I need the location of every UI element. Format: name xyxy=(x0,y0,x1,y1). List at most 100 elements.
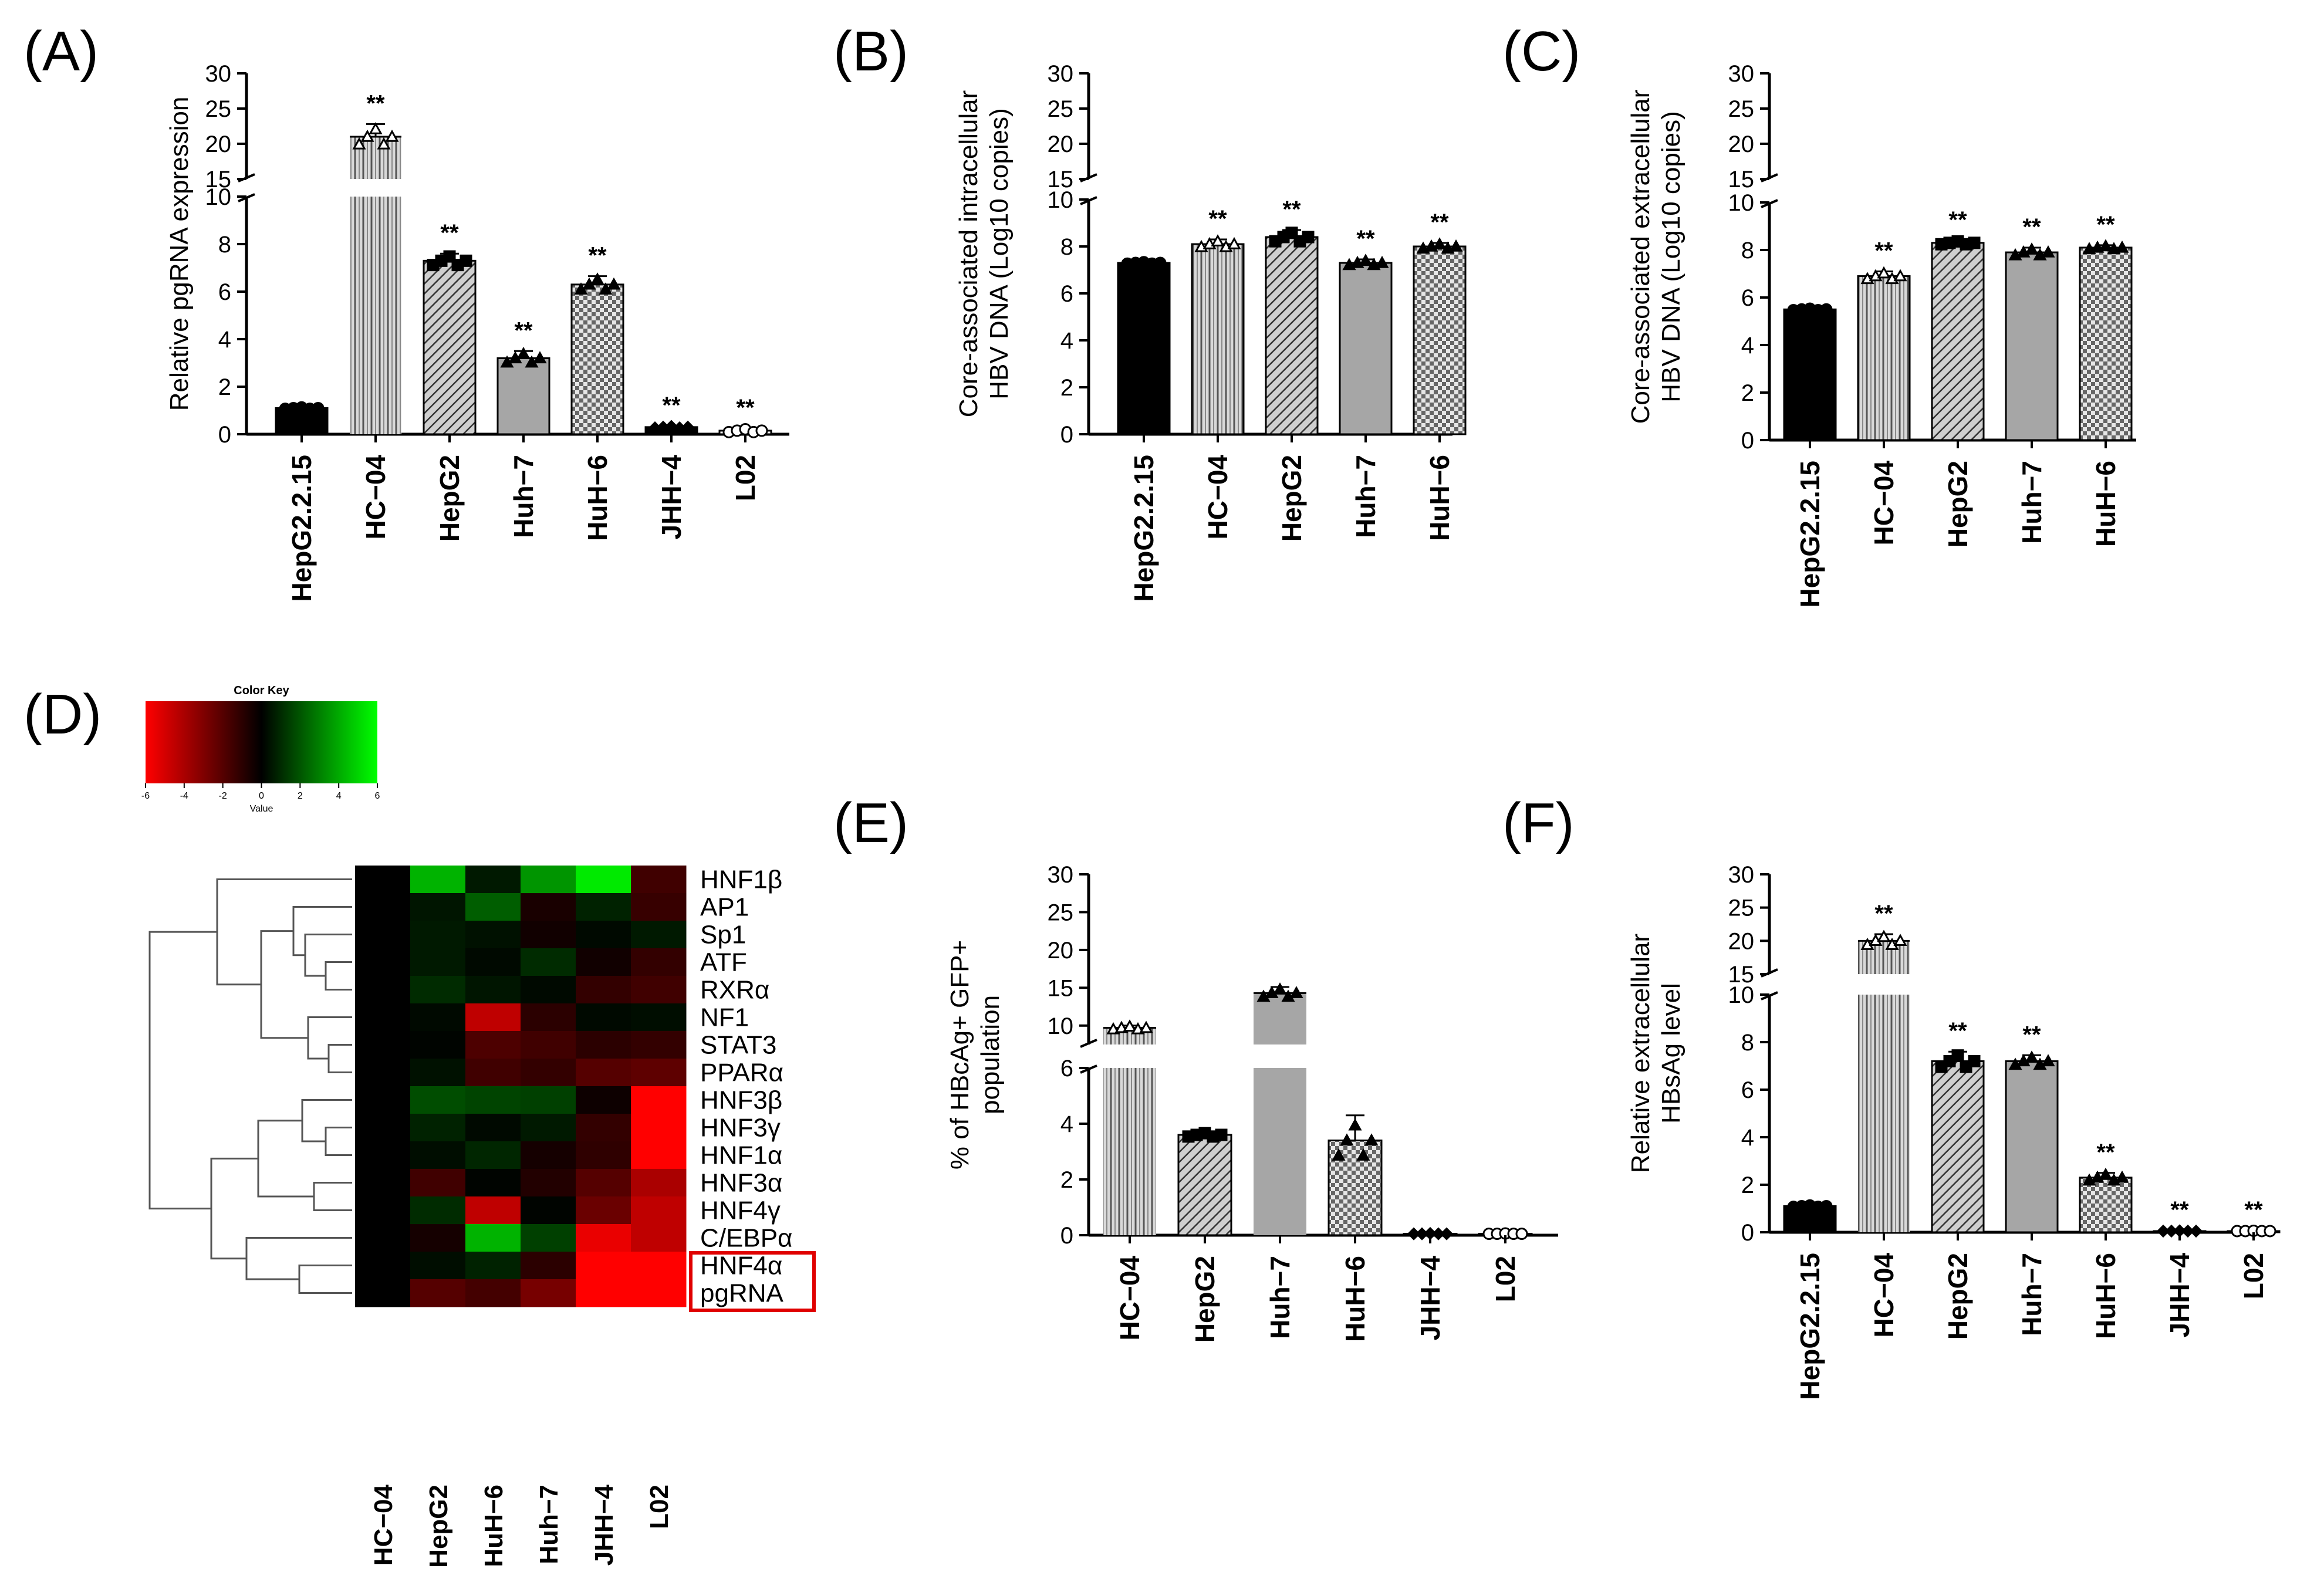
bar-group xyxy=(1857,266,1911,441)
color-key-xlabel: Value xyxy=(250,804,273,814)
y-tick-label: 6 xyxy=(1741,285,1754,311)
heatmap-cell xyxy=(521,893,576,921)
heatmap-cell xyxy=(355,1196,411,1225)
bar-group xyxy=(1254,982,1306,1235)
significance-marker: ** xyxy=(1874,238,1893,263)
data-point xyxy=(681,420,695,434)
x-tick-label: HC−04 xyxy=(360,455,391,540)
heatmap-cell xyxy=(631,976,687,1004)
bar xyxy=(2005,251,2059,441)
heatmap-cell xyxy=(410,1141,466,1169)
data-point xyxy=(1289,986,1303,999)
data-point xyxy=(1893,934,1907,947)
y-tick-label: 4 xyxy=(1060,1111,1073,1137)
heatmap-col-label: HC−04 xyxy=(369,1484,398,1566)
significance-marker: ** xyxy=(440,220,459,246)
bar xyxy=(2079,246,2133,441)
data-point xyxy=(590,272,604,285)
heatmap-cell xyxy=(521,1031,576,1059)
data-point xyxy=(1154,256,1167,269)
y-tick-label: 30 xyxy=(1048,862,1074,888)
heatmap-cell xyxy=(465,1224,521,1252)
heatmap-cell xyxy=(631,1114,687,1142)
bar-group xyxy=(1327,1114,1383,1236)
x-tick-label: L02 xyxy=(1490,1256,1521,1302)
heatmap-cell xyxy=(465,1059,521,1087)
dendrogram-branch xyxy=(325,961,352,991)
x-tick-label: JHH−4 xyxy=(1415,1256,1445,1341)
panel-label-b: (B) xyxy=(833,20,908,83)
heatmap-cell xyxy=(465,1196,521,1225)
bar xyxy=(350,197,401,434)
heatmap-cell xyxy=(410,1086,466,1114)
heatmap-row-label: PPARα xyxy=(700,1059,783,1087)
dendrogram-branch xyxy=(307,1016,352,1060)
heatmap-cell xyxy=(410,1003,466,1032)
y-tick-label: 20 xyxy=(1728,928,1755,954)
significance-marker: ** xyxy=(2170,1197,2189,1223)
bar-group xyxy=(1339,253,1393,435)
y-tick-label: 6 xyxy=(1060,281,1073,307)
x-tick-label: Huh−7 xyxy=(1265,1256,1295,1339)
y-tick-label: 15 xyxy=(1728,167,1755,192)
dendrogram-branch xyxy=(313,1182,352,1211)
y-tick-label: 30 xyxy=(1728,61,1755,87)
data-point xyxy=(1968,236,1981,249)
heatmap-cell xyxy=(576,1059,631,1087)
heatmap-cell xyxy=(521,1279,576,1307)
y-tick-label: 4 xyxy=(218,327,231,353)
data-point xyxy=(2115,240,2129,253)
heatmap-cell xyxy=(465,1279,521,1307)
data-point xyxy=(1515,1228,1528,1240)
significance-marker: ** xyxy=(1282,197,1301,222)
data-point xyxy=(1375,255,1389,268)
data-point xyxy=(1433,237,1447,250)
bar xyxy=(1783,308,1837,441)
dendrogram-branch xyxy=(304,934,352,977)
x-tick-label: HepG2.2.15 xyxy=(1795,461,1825,608)
y-tick-label: 15 xyxy=(1728,962,1755,988)
x-tick-label: HuH−6 xyxy=(2090,461,2121,547)
y-tick-label: 25 xyxy=(1728,895,1755,921)
data-point xyxy=(1364,1133,1379,1146)
heatmap-cell xyxy=(521,948,576,976)
x-tick-label: HepG2.2.15 xyxy=(1795,1253,1825,1400)
x-tick-label: HC−04 xyxy=(1869,461,1899,546)
data-point xyxy=(385,129,399,142)
heatmap-cell xyxy=(410,1059,466,1087)
y-tick-label: 2 xyxy=(1741,1172,1754,1198)
heatmap-cell xyxy=(521,1252,576,1280)
heatmap-cell xyxy=(355,893,411,921)
x-tick-label: HC−04 xyxy=(1114,1256,1145,1341)
bar xyxy=(570,283,624,435)
panel-label-d: (D) xyxy=(23,683,102,746)
color-key-tick-label: -2 xyxy=(219,791,227,801)
heatmap-cell xyxy=(576,1169,631,1197)
panel-label-c: (C) xyxy=(1502,20,1580,83)
y-tick-label: 30 xyxy=(205,61,232,87)
data-point xyxy=(1440,1227,1454,1240)
heatmap-row-label: pgRNA xyxy=(700,1279,783,1308)
dendrogram-branch xyxy=(260,930,308,1039)
dendrogram-branch xyxy=(292,906,352,956)
dendrogram-branch xyxy=(298,1265,352,1294)
heatmap-cell xyxy=(410,866,466,894)
heatmap-cell xyxy=(410,921,466,949)
data-point xyxy=(360,129,374,142)
heatmap-cell xyxy=(410,1114,466,1142)
heatmap-cell xyxy=(355,866,411,894)
y-tick-label: 0 xyxy=(1060,1223,1073,1249)
significance-marker: ** xyxy=(1356,226,1375,252)
bar xyxy=(1254,1068,1306,1235)
x-tick-label: L02 xyxy=(2238,1253,2269,1299)
panel-label-e: (E) xyxy=(833,792,908,854)
x-tick-label: HepG2 xyxy=(1943,1253,1973,1340)
bar-group xyxy=(1177,1127,1232,1236)
heatmap-cell xyxy=(631,1279,687,1307)
heatmap-cell xyxy=(631,1196,687,1225)
x-tick-label: JHH−4 xyxy=(2164,1253,2195,1338)
x-tick-label: Huh−7 xyxy=(2016,1253,2047,1336)
heatmap-cell xyxy=(465,1086,521,1114)
